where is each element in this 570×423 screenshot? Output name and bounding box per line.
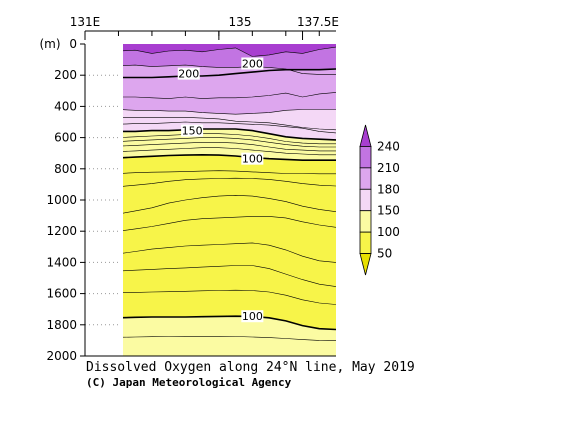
contour-line-130-9 (123, 137, 336, 148)
y-tick-label-1000: 1000 (46, 193, 77, 207)
contour-band-4 (123, 92, 336, 115)
contour-label-1: 200 (242, 58, 263, 71)
colorbar-label-240: 240 (377, 139, 400, 153)
colorbar-label-210: 210 (377, 161, 400, 175)
chart-title: Dissolved Oxygen along 24°N line, May 20… (86, 360, 415, 375)
x-tick-label-137-5E: 137.5E (297, 15, 339, 29)
y-axis-unit: (m) (39, 37, 60, 51)
contour-band-18 (123, 242, 336, 287)
x-tick-label-131E: 131E (70, 15, 101, 29)
colorbar-label-150: 150 (377, 204, 400, 218)
contour-line-175-5 (123, 117, 336, 131)
contour-line-80-16 (123, 216, 336, 231)
contour-lines (123, 46, 336, 341)
contour-band-22 (123, 336, 336, 356)
contour-label-bg-0 (177, 67, 200, 80)
contour-band-21 (123, 316, 336, 341)
contour-band-19 (123, 265, 336, 305)
contour-label-bg-4 (241, 310, 264, 323)
contour-line-100-12 (123, 153, 336, 161)
y-tick-label-1200: 1200 (46, 224, 77, 238)
chart-credit: (C) Japan Meteorological Agency (86, 376, 292, 389)
y-tick-labels: 0 200 400 600 800 1000 1200 1400 1600 1800 2000 (46, 37, 85, 363)
contour-line-210-0 (123, 46, 336, 57)
contour-label-3: 100 (242, 153, 263, 166)
contour-band-6 (123, 117, 336, 133)
y-tick-label-1400: 1400 (46, 255, 77, 269)
contour-label-bg-2 (181, 124, 204, 137)
contour-line-210-1 (123, 64, 336, 75)
y-tick-label-0: 0 (69, 37, 77, 51)
contour-band-11 (123, 142, 336, 155)
contour-line-85-15 (123, 194, 336, 214)
y-tick-label-400: 400 (54, 99, 77, 113)
contour-label-2: 150 (182, 125, 203, 138)
colorbar-swatch-6 (359, 253, 372, 276)
contour-band-5 (123, 109, 336, 130)
y-tick-label-1600: 1600 (46, 287, 77, 301)
contour-line-120-10 (123, 142, 336, 152)
depth-gridlines (85, 74, 119, 326)
contour-line-100-20 (123, 315, 336, 331)
colorbar-swatch-4 (359, 210, 372, 233)
contour-band-2 (123, 65, 336, 78)
contour-line-80-18 (123, 265, 336, 287)
contour-line-165-6 (123, 121, 336, 134)
contour-line-200-2 (123, 68, 336, 79)
contour-band-8 (123, 129, 336, 144)
contour-band-12 (123, 147, 336, 161)
contour-line-85-19 (123, 289, 336, 305)
contour-line-90-14 (123, 177, 336, 187)
contour-line-75-17 (123, 242, 336, 263)
contour-band-17 (123, 216, 336, 263)
colorbar-swatch-3 (359, 188, 372, 212)
contour-line-105-21 (123, 336, 336, 341)
colorbar-label-180: 180 (377, 182, 400, 196)
contour-band-14 (123, 170, 336, 187)
contour-label-0: 200 (178, 68, 199, 81)
y-tick-label-2000: 2000 (46, 349, 77, 363)
contour-bands (123, 44, 336, 356)
contour-band-9 (123, 133, 336, 147)
contour-line-95-13 (123, 170, 336, 175)
y-tick-label-200: 200 (54, 68, 77, 82)
contour-band-15 (123, 178, 336, 214)
contour-band-3 (123, 69, 336, 99)
contour-band-0 (123, 44, 336, 57)
contour-line-150-7 (123, 128, 336, 141)
contour-line-180-4 (123, 109, 336, 115)
y-tick-label-1800: 1800 (46, 318, 77, 332)
contour-line-190-3 (123, 92, 336, 99)
colorbar-label-100: 100 (377, 225, 400, 239)
colorbar: 240 210 180 150 100 50 (359, 124, 400, 276)
contour-band-10 (123, 137, 336, 151)
colorbar-swatch-0 (359, 124, 372, 147)
contour-label-4: 100 (242, 310, 263, 323)
contour-band-1 (123, 47, 336, 75)
y-tick-label-800: 800 (54, 162, 77, 176)
contour-line-110-11 (123, 147, 336, 156)
colorbar-swatch-2 (359, 167, 372, 190)
colorbar-swatch-1 (359, 146, 372, 169)
y-tick-label-600: 600 (54, 131, 77, 145)
contour-value-labels: 200 200 150 100 100 (177, 57, 264, 323)
colorbar-swatch-5 (359, 231, 372, 254)
contour-label-bg-1 (241, 57, 264, 70)
contour-line-140-8 (123, 133, 336, 145)
colorbar-label-50: 50 (377, 247, 392, 261)
x-tick-label-135: 135 (229, 15, 252, 29)
contour-label-bg-3 (241, 152, 264, 165)
